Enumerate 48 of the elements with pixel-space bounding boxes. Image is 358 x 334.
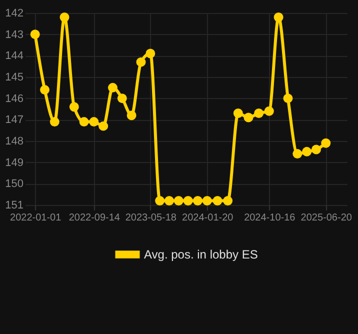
y-tick-label: 148 [5, 136, 24, 148]
point [183, 196, 193, 206]
point [30, 30, 40, 40]
point [136, 57, 146, 67]
point [254, 108, 264, 118]
point [126, 110, 136, 120]
point [302, 146, 312, 156]
point [117, 94, 127, 104]
x-tick-label: 2023-05-18 [125, 212, 177, 224]
point [233, 108, 243, 118]
point [60, 12, 70, 22]
point [174, 196, 184, 206]
point [264, 106, 274, 116]
x-tick-label: 2024-10-16 [244, 212, 296, 224]
point [164, 196, 174, 206]
point [69, 102, 79, 112]
y-tick-label: 150 [5, 178, 24, 190]
y-tick-label: 146 [5, 92, 24, 105]
point [311, 144, 321, 154]
point [274, 12, 284, 22]
point [108, 82, 118, 92]
point [292, 149, 302, 159]
point [192, 196, 202, 206]
point [155, 196, 165, 206]
point [283, 94, 293, 104]
point [212, 196, 222, 206]
y-tick-label: 143 [5, 28, 24, 41]
y-tick-label: 142 [5, 8, 24, 20]
x-tick-label: 2024-01-20 [182, 212, 234, 224]
point [89, 117, 99, 127]
legend-label: Avg. pos. in lobby ES [144, 248, 258, 262]
y-tick-label: 149 [5, 156, 24, 169]
point [79, 117, 89, 127]
point [98, 121, 108, 131]
y-tick-label: 144 [5, 50, 24, 62]
point [50, 117, 60, 127]
y-tick-label: 151 [5, 200, 24, 212]
x-tick-label: 2022-09-14 [68, 212, 120, 224]
point [223, 196, 233, 206]
x-tick-label: 2022-01-01 [10, 212, 62, 224]
point [202, 196, 212, 206]
point [40, 85, 50, 95]
y-tick-label: 147 [5, 114, 24, 126]
point [244, 112, 254, 122]
x-tick-label: 2025-06-20 [300, 212, 352, 224]
y-tick-label: 145 [5, 72, 24, 84]
point [146, 48, 156, 58]
point [321, 138, 331, 148]
